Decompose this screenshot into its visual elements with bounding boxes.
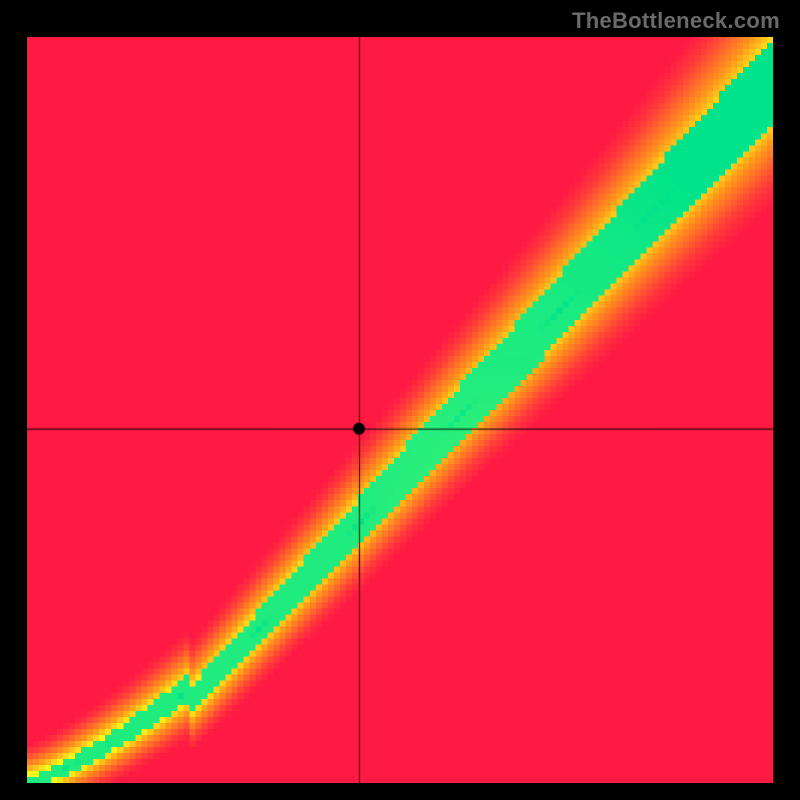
crosshair-overlay <box>27 37 773 783</box>
watermark-label: TheBottleneck.com <box>572 8 780 34</box>
chart-container: TheBottleneck.com <box>0 0 800 800</box>
